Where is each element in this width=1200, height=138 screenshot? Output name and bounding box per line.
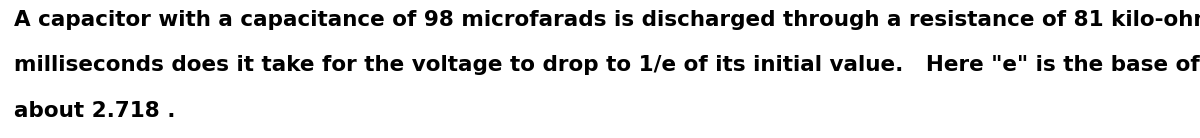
Text: milliseconds does it take for the voltage to drop to 1/e of its initial value.  : milliseconds does it take for the voltag… [14,55,1200,75]
Text: A capacitor with a capacitance of 98 microfarads is discharged through a resista: A capacitor with a capacitance of 98 mic… [14,10,1200,30]
Text: about 2.718 .: about 2.718 . [14,101,176,121]
